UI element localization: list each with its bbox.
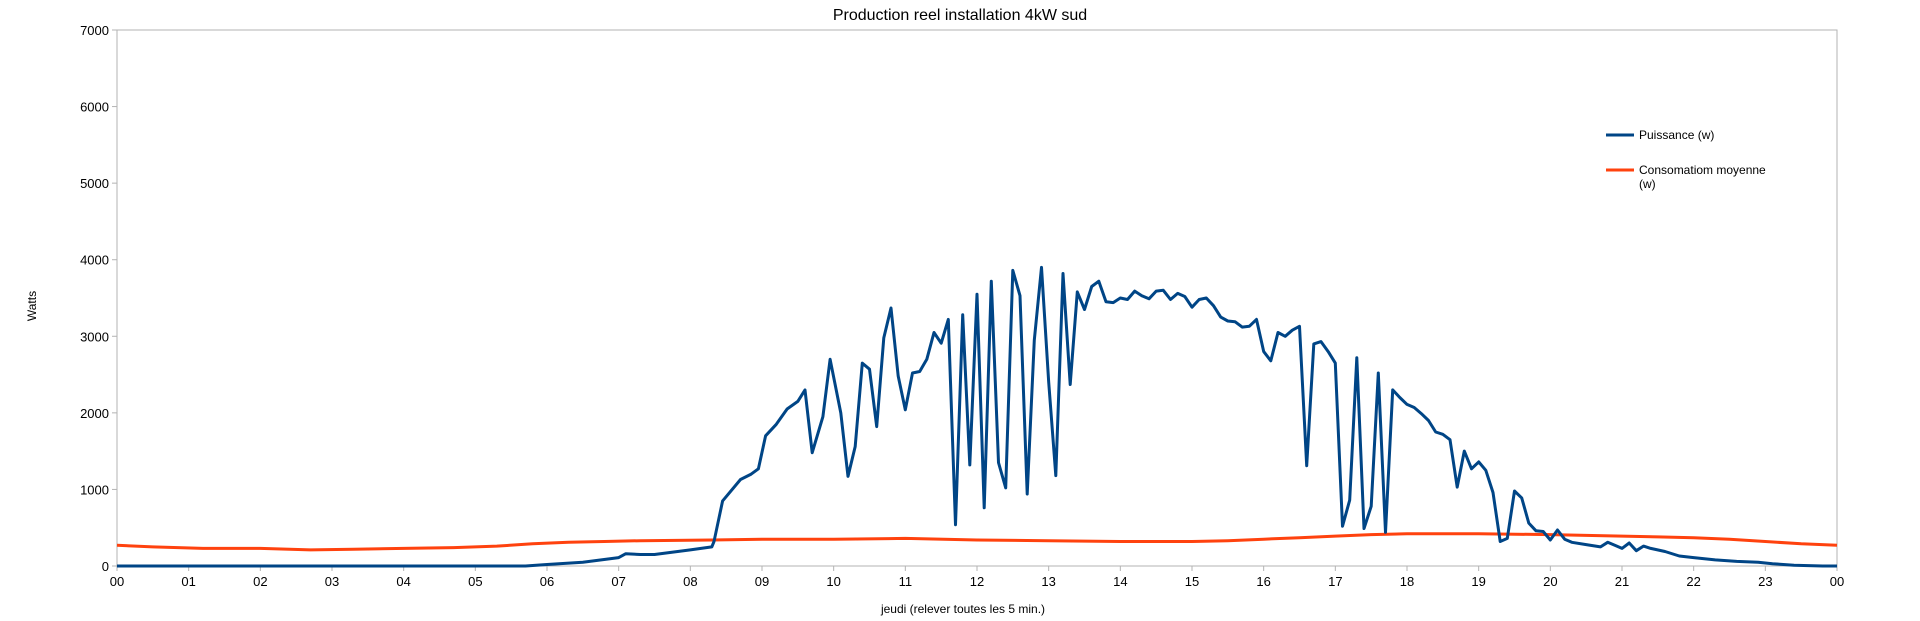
y-tick-label: 4000 xyxy=(80,253,109,268)
x-tick-label: 18 xyxy=(1400,574,1414,589)
x-tick-label: 02 xyxy=(253,574,267,589)
x-tick-label: 11 xyxy=(899,574,913,589)
x-tick-label: 13 xyxy=(1041,574,1055,589)
y-axis: 0 1000 2000 3000 4000 5000 6000 7000 xyxy=(80,23,118,574)
legend-label: (w) xyxy=(1639,177,1656,191)
x-tick-label: 09 xyxy=(755,574,769,589)
legend: Puissance (w) Consomatiom moyenne(w) xyxy=(1606,128,1766,191)
x-tick-label: 12 xyxy=(970,574,984,589)
y-tick-label: 1000 xyxy=(80,482,109,497)
y-tick-label: 7000 xyxy=(80,23,109,38)
x-tick-label: 07 xyxy=(611,574,625,589)
x-tick-label: 05 xyxy=(468,574,482,589)
x-axis: 00 01 02 03 04 05 06 07 08 09 10 11 12 13 14 15 16 17 18 19… xyxy=(110,565,1844,589)
x-tick-label: 00 xyxy=(110,574,124,589)
y-tick-label: 2000 xyxy=(80,406,109,421)
x-tick-label: 21 xyxy=(1615,574,1629,589)
y-tick-label: 5000 xyxy=(80,176,109,191)
legend-label: Consomatiom moyenne xyxy=(1639,163,1766,177)
x-tick-label: 23 xyxy=(1758,574,1772,589)
series-line-consommation xyxy=(116,532,1838,552)
series-line-puissance xyxy=(117,265,1837,568)
x-tick-label: 04 xyxy=(396,574,410,589)
x-tick-label: 14 xyxy=(1113,574,1127,589)
x-tick-label: 03 xyxy=(325,574,339,589)
legend-label: Puissance (w) xyxy=(1639,128,1714,142)
y-tick-label: 0 xyxy=(102,559,109,574)
x-tick-label: 19 xyxy=(1471,574,1485,589)
y-tick-label: 3000 xyxy=(80,329,109,344)
x-tick-label: 15 xyxy=(1185,574,1199,589)
x-tick-label: 16 xyxy=(1256,574,1270,589)
x-tick-label: 22 xyxy=(1686,574,1700,589)
y-axis-label: Watts xyxy=(25,291,39,321)
y-tick-label: 6000 xyxy=(80,100,109,115)
x-tick-label: 06 xyxy=(540,574,554,589)
x-tick-label: 01 xyxy=(181,574,195,589)
x-axis-label: jeudi (relever toutes les 5 min.) xyxy=(880,602,1045,616)
x-tick-label: 17 xyxy=(1328,574,1342,589)
x-tick-label: 10 xyxy=(826,574,840,589)
x-tick-label: 00 xyxy=(1830,574,1844,589)
x-tick-label: 08 xyxy=(683,574,697,589)
x-tick-label: 20 xyxy=(1543,574,1557,589)
series-layer xyxy=(116,265,1838,568)
chart-title: Production reel installation 4kW sud xyxy=(833,7,1087,24)
